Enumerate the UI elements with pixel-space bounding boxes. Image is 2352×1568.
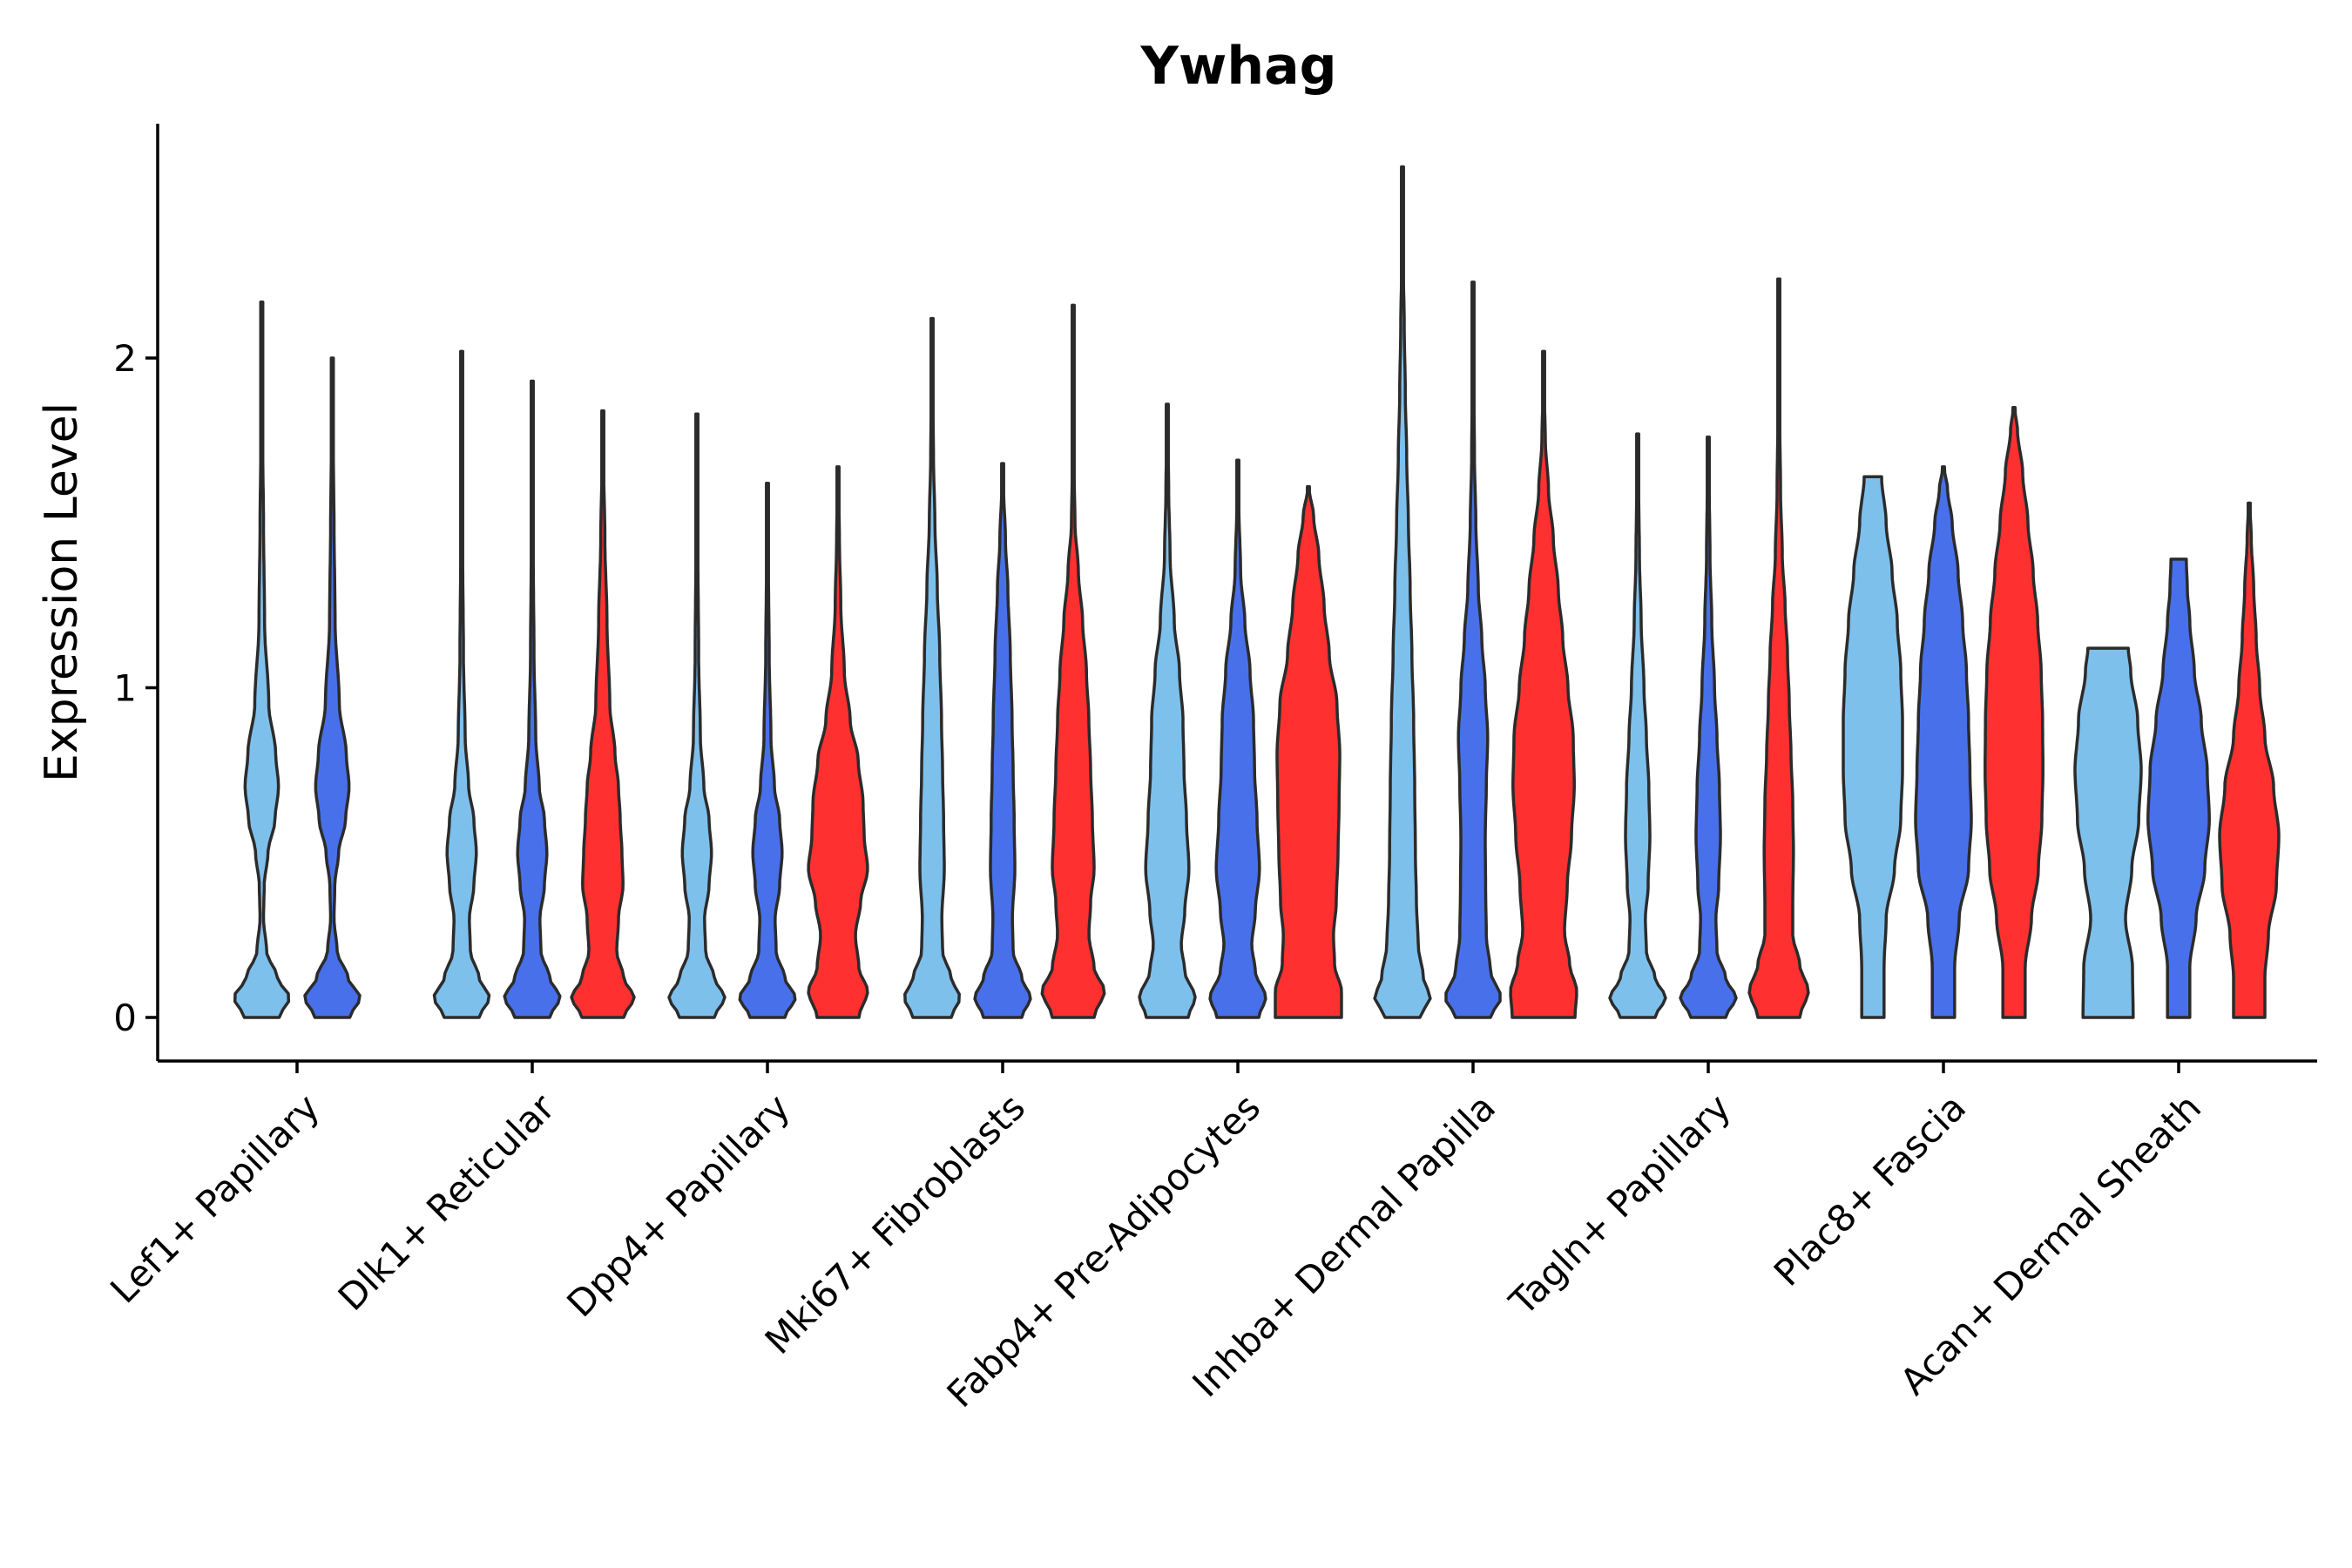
violin-c [1747, 277, 1810, 1019]
x-tick-label: Dlk1+ Reticular [330, 1085, 564, 1319]
violin-a [1842, 475, 1904, 1019]
x-tick-label: Tagln+ Papillary [1501, 1085, 1739, 1323]
y-axis-ticks: 0 1 2 [113, 337, 158, 1039]
violin-c [807, 465, 869, 1019]
violin-a [667, 412, 727, 1019]
chart-title: Ywhag [1139, 36, 1336, 97]
violin-c [1274, 484, 1343, 1019]
x-tick-label: Dpp4+ Papillary [558, 1085, 798, 1325]
violin-b [1444, 280, 1502, 1019]
y-tick-label: 0 [113, 997, 137, 1039]
violin-a [432, 349, 491, 1019]
y-tick-label: 1 [113, 667, 137, 710]
violin-b [1914, 465, 1973, 1019]
violin-a [1608, 432, 1667, 1019]
x-tick-label: Lef1+ Papillary [102, 1085, 328, 1311]
violin-b [2146, 558, 2211, 1019]
y-tick-label: 2 [113, 337, 137, 380]
violin-b [973, 462, 1032, 1019]
x-tick-label: Mki67+ Fibroblasts [757, 1085, 1033, 1362]
violin-b [503, 379, 562, 1019]
violin-a [233, 300, 291, 1019]
violin-c [1984, 406, 2044, 1019]
violin-b [1679, 436, 1738, 1019]
violin-c [1509, 349, 1578, 1019]
violin-layer [233, 165, 2281, 1019]
x-tick-label: Plac8+ Fascia [1766, 1085, 1974, 1294]
y-axis-label: Expression Level [36, 402, 88, 782]
violin-a [2073, 646, 2143, 1019]
violin-b [303, 356, 362, 1019]
violin-a [903, 316, 961, 1019]
violin-c [2218, 501, 2281, 1019]
violin-a [1138, 402, 1197, 1019]
violin-b [738, 482, 797, 1019]
violin-c [570, 409, 636, 1019]
violin-b [1208, 458, 1267, 1019]
violin-c [1040, 303, 1106, 1019]
violin-a [1373, 165, 1432, 1019]
